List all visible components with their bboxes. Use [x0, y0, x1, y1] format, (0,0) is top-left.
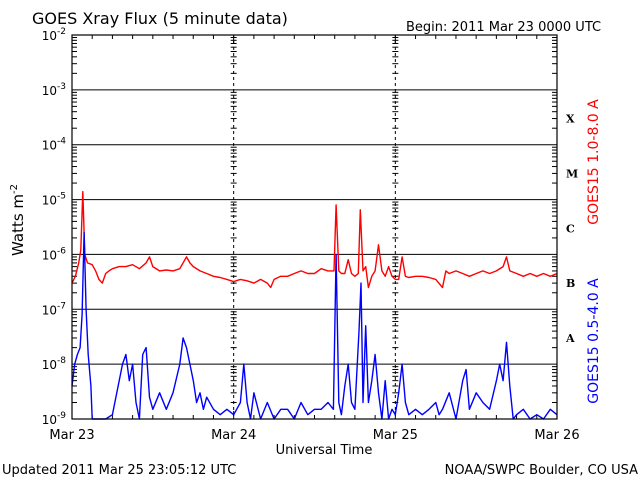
y-axis-label-sup: -2	[9, 184, 20, 194]
y-tick-base: 10	[42, 358, 57, 372]
series-line-short-channel	[71, 231, 558, 420]
y-tick-label: 10-5	[42, 192, 66, 208]
updated-time: Updated 2011 Mar 25 23:05:12 UTC	[2, 463, 236, 478]
chart-title: GOES Xray Flux (5 minute data)	[32, 9, 288, 28]
y-tick-exp: -2	[57, 27, 66, 37]
legend-label-long: GOES15 1.0-8.0 A	[586, 99, 602, 225]
y-tick-base: 10	[42, 248, 57, 262]
y-tick-exp: -6	[57, 246, 66, 256]
y-tick-exp: -7	[57, 301, 66, 311]
legend-label-short: GOES15 0.5-4.0 A	[586, 278, 602, 404]
series-line-long-channel	[71, 190, 558, 289]
y-tick-base: 10	[42, 303, 57, 317]
flare-class-label: A	[565, 332, 575, 345]
y-tick-label: 10-8	[42, 356, 67, 372]
y-tick-base: 10	[42, 84, 57, 98]
y-tick-label: 10-4	[42, 137, 67, 153]
legend-long-channel: GOES15 1.0-8.0 A	[586, 99, 602, 225]
y-tick-label: 10-9	[42, 411, 67, 427]
y-tick-exp: -3	[57, 82, 66, 92]
x-tick-labels: Mar 23 Mar 24 Mar 25 Mar 26	[49, 428, 579, 443]
svg-text:Watts m-2: Watts m-2	[9, 184, 27, 256]
y-tick-exp: -8	[57, 356, 66, 366]
y-axis-label: Watts m-2	[9, 184, 27, 256]
x-tick-label: Mar 25	[373, 428, 418, 443]
y-tick-base: 10	[42, 29, 57, 43]
y-tick-labels: 10-210-310-410-510-610-710-810-9	[42, 27, 67, 427]
begin-time: Begin: 2011 Mar 23 0000 UTC	[406, 20, 601, 35]
x-tick-label: Mar 24	[211, 428, 256, 443]
legend-short-channel: GOES15 0.5-4.0 A	[586, 278, 602, 404]
flare-class-label: X	[566, 113, 575, 126]
grid-layer	[71, 34, 558, 420]
y-tick-label: 10-7	[42, 301, 66, 317]
y-tick-base: 10	[42, 194, 57, 208]
x-tick-label: Mar 26	[534, 428, 579, 443]
x-axis-label: Universal Time	[276, 443, 373, 458]
y-tick-label: 10-6	[42, 246, 67, 262]
y-tick-exp: -4	[57, 137, 66, 147]
flare-class-label: B	[566, 277, 575, 290]
y-tick-base: 10	[42, 139, 57, 153]
plot-frame	[71, 34, 558, 420]
flare-class-label: C	[566, 222, 575, 235]
y-tick-exp: -9	[57, 411, 66, 421]
y-axis-label-main: Watts m	[9, 194, 27, 256]
y-tick-exp: -5	[57, 192, 66, 202]
y-tick-label: 10-2	[42, 27, 66, 43]
x-tick-label: Mar 23	[49, 428, 94, 443]
flare-class-labels: X M C B A	[565, 113, 578, 345]
plot-border	[71, 34, 558, 420]
flare-class-label: M	[566, 167, 578, 180]
y-tick-label: 10-3	[42, 82, 66, 98]
credit-text: NOAA/SWPC Boulder, CO USA	[445, 463, 638, 478]
y-tick-base: 10	[42, 413, 57, 427]
series-layer	[71, 190, 558, 420]
